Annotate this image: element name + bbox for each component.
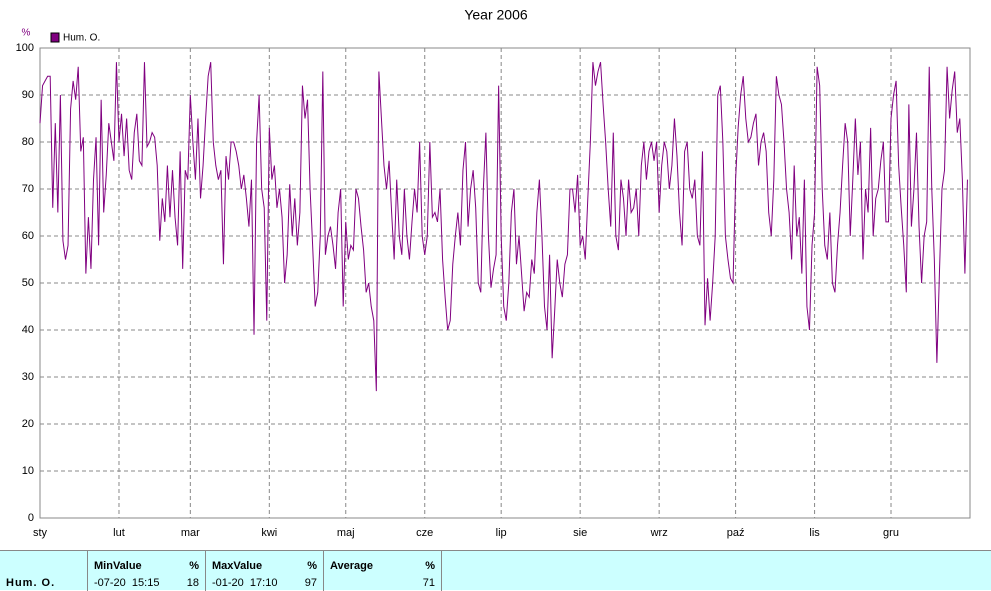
x-tick-label: lis	[809, 527, 820, 539]
header: MinValue	[94, 560, 142, 572]
cell: MaxValue% -01-20 17:10 97	[206, 551, 324, 591]
y-axis-label: %	[22, 28, 31, 39]
y-tick-label: 60	[22, 230, 34, 242]
unit: %	[425, 560, 435, 572]
y-tick-label: 50	[22, 277, 34, 289]
time: -07-20 15:15	[94, 577, 160, 589]
header: Average	[330, 560, 374, 572]
y-tick-label: 20	[22, 418, 34, 430]
time: -01-20 17:10	[212, 577, 278, 589]
x-tick-label: sty	[33, 527, 48, 539]
y-tick-label: 0	[28, 512, 34, 524]
x-tick-label: paź	[727, 527, 745, 539]
cell: Average% 71	[324, 551, 442, 591]
x-tick-label: mar	[181, 527, 200, 539]
unit: %	[189, 560, 199, 572]
row-label-cell: Hum. O.	[0, 551, 88, 591]
x-tick-label: cze	[416, 527, 433, 539]
y-tick-label: 70	[22, 183, 34, 195]
y-tick-label: 10	[22, 465, 34, 477]
x-tick-label: lip	[496, 527, 507, 539]
y-tick-label: 40	[22, 324, 34, 336]
legend-swatch	[50, 32, 60, 43]
x-tick-label: gru	[883, 527, 899, 539]
row-label: Hum. O.	[6, 577, 56, 589]
line	[39, 61, 968, 392]
x-tick-label: sie	[573, 527, 587, 539]
legend-label: Hum. O.	[63, 33, 100, 44]
x-tick-label: wrz	[650, 527, 668, 539]
y-tick-label: 90	[22, 89, 34, 101]
y-tick-label: 100	[16, 42, 34, 54]
y-tick-label: 30	[22, 371, 34, 383]
cell: MinValue% -07-20 15:15 18	[88, 551, 206, 591]
unit: %	[307, 560, 317, 572]
y-tick-label: 80	[22, 136, 34, 148]
header: MaxValue	[212, 560, 263, 572]
plot-frame	[39, 47, 971, 519]
x-tick-label: maj	[337, 527, 355, 539]
value: 71	[422, 577, 435, 589]
chart: Year 2006 % Hum. O. 0 10 20 30 40 50 60 70 80 90 1…	[16, 7, 971, 539]
x-tick-label: lut	[113, 527, 125, 539]
value: 97	[304, 577, 317, 589]
summary-table: Hum. O. MinValue% -07-20 15:15 18 MaxValue…	[0, 550, 991, 591]
chart-title: Year 2006	[464, 7, 528, 23]
x-tick-label: kwi	[261, 527, 277, 539]
value: 18	[186, 577, 199, 589]
